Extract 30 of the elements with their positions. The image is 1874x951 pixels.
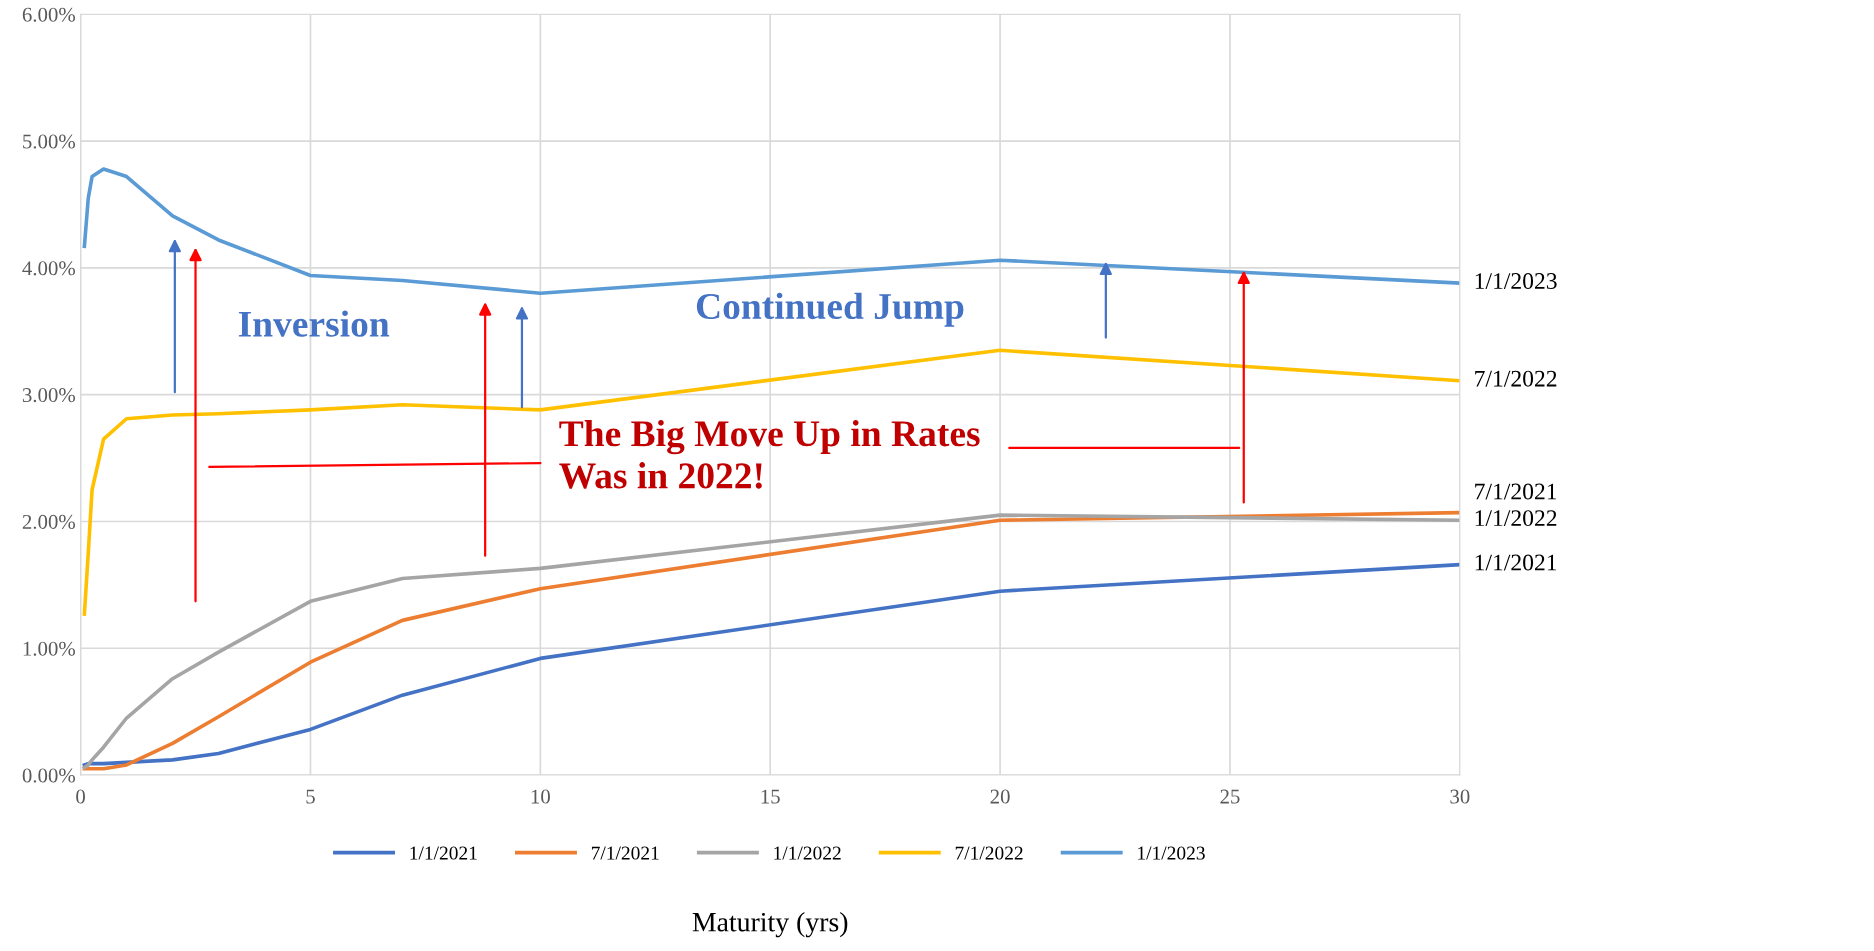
x-axis-title: Maturity (yrs) [692, 912, 848, 938]
y-tick-label: 1.00% [23, 641, 76, 656]
annotation: The Big Move Up in Rates Was in 2022! [559, 420, 980, 489]
line-series [82, 348, 1460, 616]
y-tick-label: 2.00% [22, 514, 76, 529]
legend-label: 7/1/2021 [591, 846, 659, 860]
text: 1/1/2021 [1475, 554, 1557, 571]
legend-label: 7/1/2022 [955, 846, 1023, 860]
text: 7/1/2022 [1475, 370, 1557, 387]
x-tick-label: 10 [531, 789, 550, 804]
legend-label: 1/1/2021 [410, 846, 477, 860]
y-tick-label: 4.00% [22, 261, 76, 276]
legend-label: 1/1/2023 [1138, 846, 1205, 860]
x-tick-label: 20 [990, 789, 1010, 804]
text: 1/1/2023 [1475, 273, 1557, 289]
x-tick-label: 0 [76, 789, 85, 804]
y-tick-label: 6.00% [22, 7, 76, 22]
x-tick-label: 30 [1450, 789, 1470, 804]
annotation: Continued Jump [696, 292, 964, 327]
x-tick-label: 15 [761, 789, 780, 804]
annotation: Inversion [238, 310, 390, 337]
text: 7/1/2021 [1475, 483, 1557, 500]
line-series [82, 562, 1460, 767]
y-tick-label: 0.00% [22, 768, 76, 783]
y-tick-label: 3.00% [22, 388, 76, 403]
y-tick-label: 5.00% [23, 134, 76, 149]
legend-label: 1/1/2022 [774, 846, 841, 860]
x-tick-label: 5 [306, 789, 315, 804]
text: 1/1/2022 [1475, 510, 1557, 527]
x-tick-label: 25 [1220, 789, 1240, 804]
